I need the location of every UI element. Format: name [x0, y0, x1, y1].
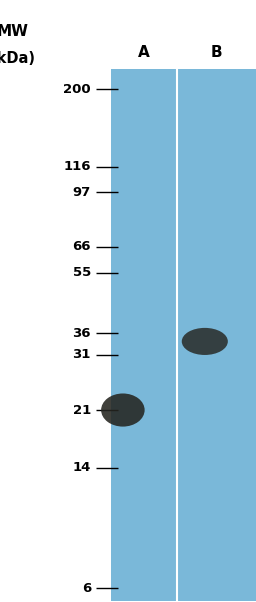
- Text: A: A: [138, 45, 150, 60]
- Text: 31: 31: [72, 348, 91, 361]
- Text: 55: 55: [73, 267, 91, 279]
- Ellipse shape: [101, 394, 145, 427]
- Text: 21: 21: [73, 403, 91, 417]
- Text: 6: 6: [82, 582, 91, 595]
- Text: 36: 36: [72, 327, 91, 340]
- Text: 97: 97: [73, 185, 91, 199]
- Text: B: B: [210, 45, 222, 60]
- Ellipse shape: [182, 328, 228, 355]
- Text: 66: 66: [72, 240, 91, 253]
- Text: (kDa): (kDa): [0, 51, 35, 66]
- Text: 116: 116: [63, 160, 91, 173]
- Text: MW: MW: [0, 24, 29, 39]
- Text: 200: 200: [63, 82, 91, 96]
- Text: 14: 14: [72, 461, 91, 474]
- FancyBboxPatch shape: [111, 69, 256, 601]
